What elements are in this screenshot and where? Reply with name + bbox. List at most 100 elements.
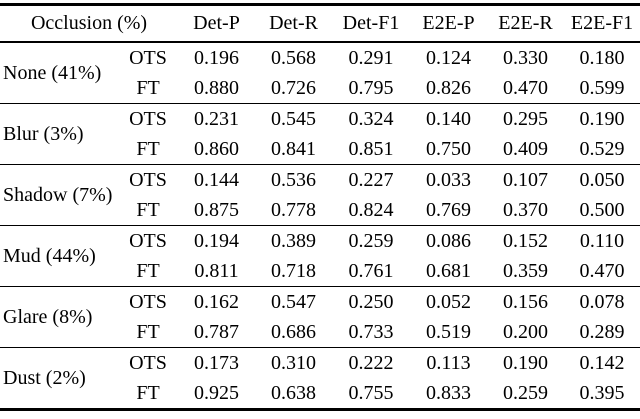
metric-value: 0.860 — [194, 137, 240, 160]
occlusion-group: Blur (3%) OTS 0.231 0.545 0.324 0.140 0.295 0.1… — [0, 104, 640, 165]
metric-value: 0.113 — [426, 351, 471, 374]
method-label: OTS — [129, 168, 167, 191]
metric-value: 0.568 — [271, 46, 317, 69]
metric-value: 0.124 — [426, 46, 472, 69]
occlusion-group: Glare (8%) OTS 0.162 0.547 0.250 0.052 0.156 0.… — [0, 287, 640, 348]
occlusion-group: Dust (2%) OTS 0.173 0.310 0.222 0.113 0.190 0.1… — [0, 348, 640, 410]
metric-value: 0.289 — [579, 320, 625, 343]
metric-value: 0.086 — [426, 229, 472, 252]
occlusion-label: Blur (3%) — [3, 122, 84, 145]
metric-value: 0.599 — [579, 76, 625, 99]
metric-value: 0.686 — [271, 320, 317, 343]
method-label: OTS — [129, 46, 167, 69]
metric-value: 0.470 — [579, 259, 625, 282]
column-header-e2e-r: E2E-R — [498, 12, 553, 34]
metric-value: 0.826 — [426, 76, 472, 99]
metric-value: 0.140 — [426, 107, 472, 130]
metric-value: 0.681 — [426, 259, 472, 282]
occlusion-results-table: Occlusion (%) Det-P Det-R Det-F1 E2E-P E… — [0, 3, 640, 411]
header-row: Occlusion (%) Det-P Det-R Det-F1 E2E-P E… — [0, 5, 640, 43]
metric-value: 0.875 — [194, 198, 240, 221]
metric-value: 0.250 — [348, 290, 394, 313]
metric-value: 0.841 — [271, 137, 317, 160]
metric-value: 0.180 — [579, 46, 625, 69]
method-label: OTS — [129, 229, 167, 252]
metric-value: 0.222 — [348, 351, 394, 374]
metric-value: 0.880 — [194, 76, 240, 99]
metric-value: 0.190 — [579, 107, 625, 130]
metric-value: 0.173 — [194, 351, 240, 374]
table-row: Blur (3%) OTS 0.231 0.545 0.324 0.140 0.295 0.1… — [0, 104, 640, 145]
method-label: OTS — [129, 107, 167, 130]
occlusion-label: Shadow (7%) — [3, 183, 113, 206]
metric-value: 0.231 — [194, 107, 240, 130]
metric-value: 0.190 — [503, 351, 549, 374]
metric-value: 0.833 — [426, 381, 472, 404]
metric-value: 0.050 — [579, 168, 625, 191]
metric-value: 0.310 — [271, 351, 317, 374]
metric-value: 0.291 — [348, 46, 394, 69]
metric-value: 0.750 — [426, 137, 472, 160]
metric-value: 0.156 — [503, 290, 549, 313]
metric-value: 0.755 — [348, 381, 394, 404]
metric-value: 0.787 — [194, 320, 240, 343]
metric-value: 0.925 — [194, 381, 240, 404]
table-row: FT 0.875 0.778 0.824 0.769 0.370 0.500 — [0, 195, 640, 226]
metric-value: 0.718 — [271, 259, 317, 282]
table-row: Glare (8%) OTS 0.162 0.547 0.250 0.052 0.156 0.… — [0, 287, 640, 328]
table-header: Occlusion (%) Det-P Det-R Det-F1 E2E-P E… — [0, 5, 640, 43]
metric-value: 0.107 — [503, 168, 549, 191]
method-label: FT — [136, 137, 160, 160]
metric-value: 0.359 — [503, 259, 549, 282]
metric-value: 0.500 — [579, 198, 625, 221]
table-row: FT 0.880 0.726 0.795 0.826 0.470 0.599 — [0, 73, 640, 104]
metric-value: 0.259 — [348, 229, 394, 252]
metric-value: 0.144 — [194, 168, 240, 191]
metric-value: 0.409 — [503, 137, 549, 160]
metric-value: 0.370 — [503, 198, 549, 221]
occlusion-group: None (41%) OTS 0.196 0.568 0.291 0.124 0.330 0.… — [0, 42, 640, 104]
table-row: FT 0.787 0.686 0.733 0.519 0.200 0.289 — [0, 317, 640, 348]
occlusion-group: Shadow (7%) OTS 0.144 0.536 0.227 0.033 0.107 0… — [0, 165, 640, 226]
metric-value: 0.769 — [426, 198, 472, 221]
metric-value: 0.795 — [348, 76, 394, 99]
metric-value: 0.259 — [503, 381, 549, 404]
occlusion-group: Mud (44%) OTS 0.194 0.389 0.259 0.086 0.152 0.1… — [0, 226, 640, 287]
metric-value: 0.295 — [503, 107, 549, 130]
method-label: OTS — [129, 290, 167, 313]
metric-value: 0.811 — [194, 259, 239, 282]
metric-value: 0.078 — [579, 290, 625, 313]
method-label: FT — [136, 381, 160, 404]
occlusion-label: Mud (44%) — [3, 244, 96, 267]
metric-value: 0.726 — [271, 76, 317, 99]
table-row: Dust (2%) OTS 0.173 0.310 0.222 0.113 0.190 0.1… — [0, 348, 640, 389]
metric-value: 0.200 — [503, 320, 549, 343]
metric-value: 0.142 — [579, 351, 625, 374]
occlusion-label: Glare (8%) — [3, 305, 93, 328]
table-row: Mud (44%) OTS 0.194 0.389 0.259 0.086 0.152 0.1… — [0, 226, 640, 267]
column-header-det-r: Det-R — [269, 12, 318, 34]
column-header-e2e-f1: E2E-F1 — [570, 12, 634, 34]
column-header-e2e-p: E2E-P — [422, 12, 475, 34]
table-row: FT 0.925 0.638 0.755 0.833 0.259 0.395 — [0, 378, 640, 410]
method-label: FT — [136, 320, 160, 343]
metric-value: 0.194 — [194, 229, 240, 252]
metric-value: 0.196 — [194, 46, 240, 69]
metric-value: 0.824 — [348, 198, 394, 221]
metric-value: 0.761 — [348, 259, 394, 282]
metric-value: 0.545 — [271, 107, 317, 130]
column-header-det-f1: Det-F1 — [342, 12, 400, 34]
method-label: OTS — [129, 351, 167, 374]
metric-value: 0.638 — [271, 381, 317, 404]
metric-value: 0.470 — [503, 76, 549, 99]
occlusion-label: None (41%) — [3, 61, 102, 84]
occlusion-column-header: Occlusion (%) — [30, 12, 148, 34]
metric-value: 0.324 — [348, 107, 394, 130]
table-row: FT 0.860 0.841 0.851 0.750 0.409 0.529 — [0, 134, 640, 165]
metric-value: 0.851 — [348, 137, 394, 160]
table-row: None (41%) OTS 0.196 0.568 0.291 0.124 0.330 0.… — [0, 42, 640, 84]
metric-value: 0.052 — [426, 290, 472, 313]
metric-value: 0.152 — [503, 229, 549, 252]
metric-value: 0.733 — [348, 320, 394, 343]
